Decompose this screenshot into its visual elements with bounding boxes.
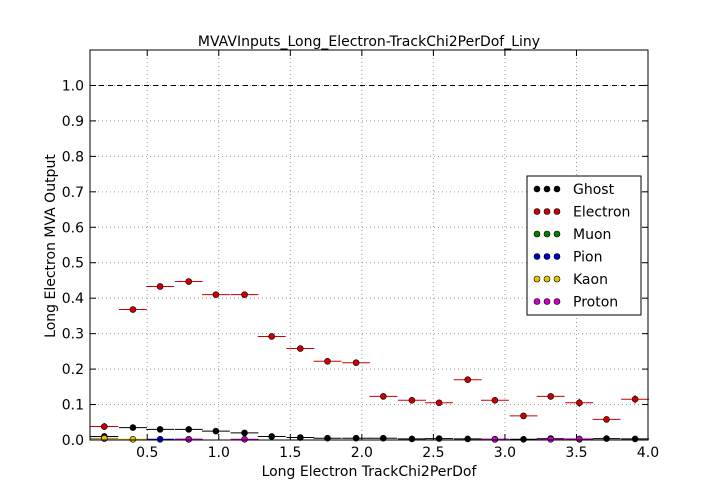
y-tick-label: 0.9 (62, 114, 84, 130)
plot-frame (89, 49, 649, 441)
legend-marker (543, 253, 551, 260)
legend-label: Proton (573, 295, 618, 311)
series-electron (90, 278, 650, 431)
legend-label: Kaon (573, 272, 608, 288)
data-point (241, 429, 248, 437)
data-point (408, 435, 416, 443)
y-tick-label: 0.5 (62, 256, 84, 272)
y-tick-label: 0.8 (62, 149, 84, 165)
data-point (185, 426, 193, 433)
series-kaon (90, 434, 147, 443)
data-point (352, 359, 360, 367)
y-tick-label: 0.6 (62, 220, 84, 236)
data-point (464, 376, 472, 384)
data-point (185, 435, 193, 443)
legend-marker (553, 185, 561, 193)
data-point (129, 424, 137, 431)
y-axis-label: Long Electron MVA Output (43, 154, 59, 338)
legend-marker (533, 185, 541, 193)
legend-marker (533, 275, 541, 283)
data-point (576, 399, 583, 407)
data-point (520, 435, 527, 443)
x-tick-label: 1.0 (208, 445, 230, 461)
legend-marker (543, 208, 551, 215)
x-axis-label: Long Electron TrackChi2PerDof (262, 464, 478, 480)
legend-marker (553, 253, 561, 260)
legend-label: Electron (573, 205, 630, 221)
data-point (491, 396, 499, 404)
data-point (241, 435, 248, 443)
legend: Ghost Electron Muon Pion Kaon Proton (526, 175, 642, 316)
y-tick-label: 0.1 (62, 398, 84, 414)
data-point (324, 357, 331, 365)
data-point (380, 393, 387, 400)
data-point (603, 435, 610, 442)
data-point (156, 283, 164, 290)
data-point (576, 435, 583, 443)
legend-marker (533, 253, 541, 260)
y-tick-label: 0.0 (62, 433, 84, 449)
series-layer (90, 278, 650, 443)
data-point (101, 423, 108, 430)
legend-label: Pion (573, 250, 602, 266)
data-point (156, 435, 164, 443)
data-point (185, 278, 193, 285)
data-point (241, 291, 248, 298)
legend-marker (553, 275, 561, 283)
x-tick-label: 4.0 (637, 445, 659, 461)
data-point (408, 396, 416, 404)
y-tick-label: 0.2 (62, 362, 84, 378)
chart-title: MVAVInputs_Long_Electron-TrackChi2PerDof… (198, 34, 540, 50)
legend-box (526, 175, 642, 316)
legend-marker (533, 208, 541, 215)
data-point (631, 435, 639, 443)
data-point (547, 435, 555, 443)
data-point (435, 399, 443, 407)
x-tick-label: 0.5 (136, 445, 158, 461)
legend-marker (553, 208, 561, 215)
data-point (631, 395, 639, 403)
y-tick-label: 0.7 (62, 185, 84, 201)
data-point (491, 435, 499, 443)
data-point (212, 427, 220, 435)
data-point (268, 333, 276, 340)
ticks: 0.5 1.0 1.5 2.0 2.5 3.0 3.5 4.0 0.0 0.1 0.2 0.3 0.4 0… (62, 50, 659, 461)
legend-marker (553, 230, 561, 238)
x-tick-label: 3.0 (494, 445, 516, 461)
data-point (129, 435, 137, 443)
data-point (520, 412, 527, 420)
data-point (464, 435, 472, 443)
y-tick-label: 0.4 (62, 291, 84, 307)
data-point (156, 426, 164, 433)
y-tick-label: 0.3 (62, 327, 84, 343)
data-point (603, 416, 610, 423)
legend-marker (543, 230, 551, 238)
y-tick-label: 1.0 (62, 78, 84, 94)
data-point (129, 306, 137, 313)
legend-label: Ghost (573, 182, 615, 198)
legend-marker (553, 298, 561, 305)
data-point (547, 393, 555, 400)
x-tick-label: 3.5 (565, 445, 587, 461)
data-point (297, 345, 304, 352)
legend-label: Muon (573, 227, 611, 243)
x-tick-label: 2.0 (351, 445, 373, 461)
x-tick-label: 2.5 (422, 445, 444, 461)
legend-marker (533, 298, 541, 305)
x-tick-label: 1.5 (279, 445, 301, 461)
legend-marker (543, 298, 551, 305)
legend-marker (543, 185, 551, 193)
data-point (212, 291, 220, 298)
legend-marker (533, 230, 541, 238)
data-point (268, 433, 276, 440)
data-point (435, 435, 443, 442)
legend-marker (543, 275, 551, 283)
data-point (297, 434, 304, 441)
